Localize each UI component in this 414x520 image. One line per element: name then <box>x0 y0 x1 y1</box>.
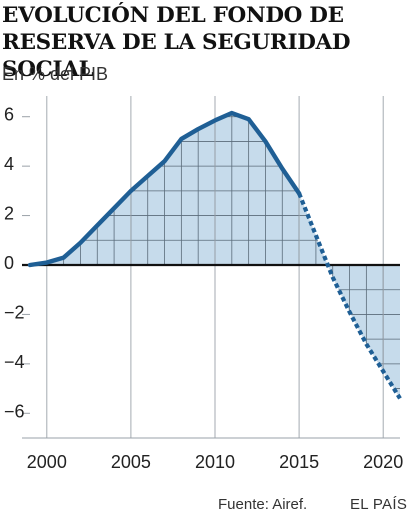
source-note: Fuente: Airef. <box>218 496 308 513</box>
y-tick-label: 0 <box>4 253 14 273</box>
y-tick-label: 4 <box>4 154 14 174</box>
y-tick-label: 2 <box>4 204 14 224</box>
y-tick-label: 6 <box>4 105 14 125</box>
chart-title: EVOLUCIÓN DEL FONDO DE RESERVA DE LA SEG… <box>2 2 412 83</box>
x-tick-label: 2005 <box>111 452 151 472</box>
x-tick-label: 2020 <box>363 452 403 472</box>
x-tick-label: 2015 <box>279 452 319 472</box>
historical-series-line <box>27 110 302 268</box>
x-tick-label: 2000 <box>27 452 67 472</box>
forecast-series-line <box>297 192 402 400</box>
chart-title-line-2: RESERVA DE LA SEGURIDAD SOCIAL <box>2 30 351 82</box>
brand-logo-text: EL PAÍS <box>350 496 408 513</box>
axis-layer <box>22 96 400 439</box>
tick-label-layer: 6 4 2 0 −2 −4 −6 2000 2005 2010 2015 2020 <box>4 105 403 472</box>
y-tick-label: −4 <box>4 352 25 372</box>
y-tick-label: −2 <box>4 302 25 322</box>
chart-subtitle: En % del PIB <box>2 64 109 84</box>
chart-title-line-1: EVOLUCIÓN DEL FONDO DE <box>2 3 344 28</box>
series-layer <box>27 110 402 400</box>
x-tick-label: 2010 <box>195 452 235 472</box>
y-tick-label: −6 <box>4 401 25 421</box>
